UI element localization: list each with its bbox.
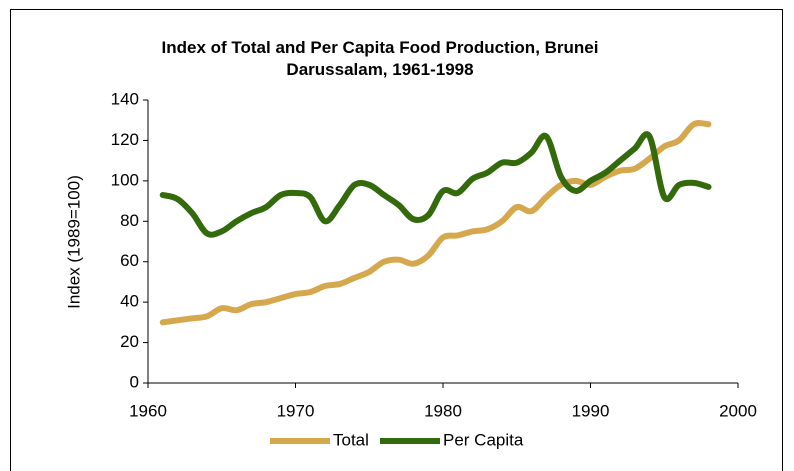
y-tick-label: 140 (111, 89, 139, 108)
frame (10, 9, 783, 471)
y-tick-label: 40 (120, 292, 139, 311)
x-tick-label: 2000 (719, 401, 757, 420)
y-tick-label: 100 (111, 170, 139, 189)
y-tick-label: 20 (120, 332, 139, 351)
legend-label: Per Capita (443, 430, 524, 449)
x-tick-label: 1960 (129, 401, 167, 420)
x-tick-label: 1990 (572, 401, 610, 420)
y-axis-label: Index (1989=100) (64, 175, 83, 309)
y-tick-label: 0 (130, 372, 139, 391)
series-line (159, 131, 712, 238)
y-tick-label: 60 (120, 251, 139, 270)
x-tick-label: 1980 (424, 401, 462, 420)
legend-label: Total (333, 430, 369, 449)
series-line (159, 120, 712, 326)
y-tick-label: 80 (120, 211, 139, 230)
chart-title: Index of Total and Per Capita Food Produ… (161, 38, 599, 79)
y-tick-label: 120 (111, 130, 139, 149)
x-tick-label: 1970 (277, 401, 315, 420)
